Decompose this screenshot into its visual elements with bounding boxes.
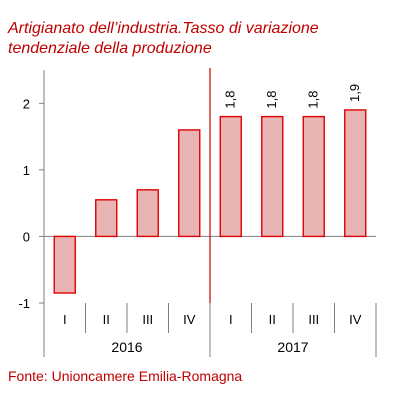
year-label: 2016 [111, 339, 142, 355]
y-tick-label: -1 [18, 296, 30, 311]
data-label: 1,8 [223, 91, 238, 109]
y-tick-label: 0 [23, 229, 30, 244]
category-label: IV [183, 312, 196, 327]
bar [344, 109, 367, 238]
category-label: I [229, 312, 233, 327]
category-label: IV [349, 312, 362, 327]
bar [302, 115, 325, 238]
year-label: 2017 [277, 339, 308, 355]
category-label: II [269, 312, 276, 327]
bar [178, 129, 201, 238]
bar [53, 235, 76, 294]
category-label: II [103, 312, 110, 327]
category-label: I [63, 312, 67, 327]
chart-title-line-1: Artigianato dell’industria.Tasso di vari… [7, 20, 319, 37]
chart-title-line-2: tendenziale della produzione [8, 40, 212, 57]
bar [95, 199, 118, 238]
data-label: 1,8 [264, 91, 279, 109]
data-label: 1,8 [306, 91, 321, 109]
y-tick-label: 2 [23, 96, 30, 111]
y-tick-label: 1 [23, 163, 30, 178]
data-label: 1,9 [347, 84, 362, 102]
category-label: III [308, 312, 319, 327]
bar [136, 189, 159, 238]
category-label: III [142, 312, 153, 327]
source-note: Fonte: Unioncamere Emilia-Romagna [8, 368, 242, 384]
bar [261, 115, 284, 238]
bar [219, 115, 242, 238]
